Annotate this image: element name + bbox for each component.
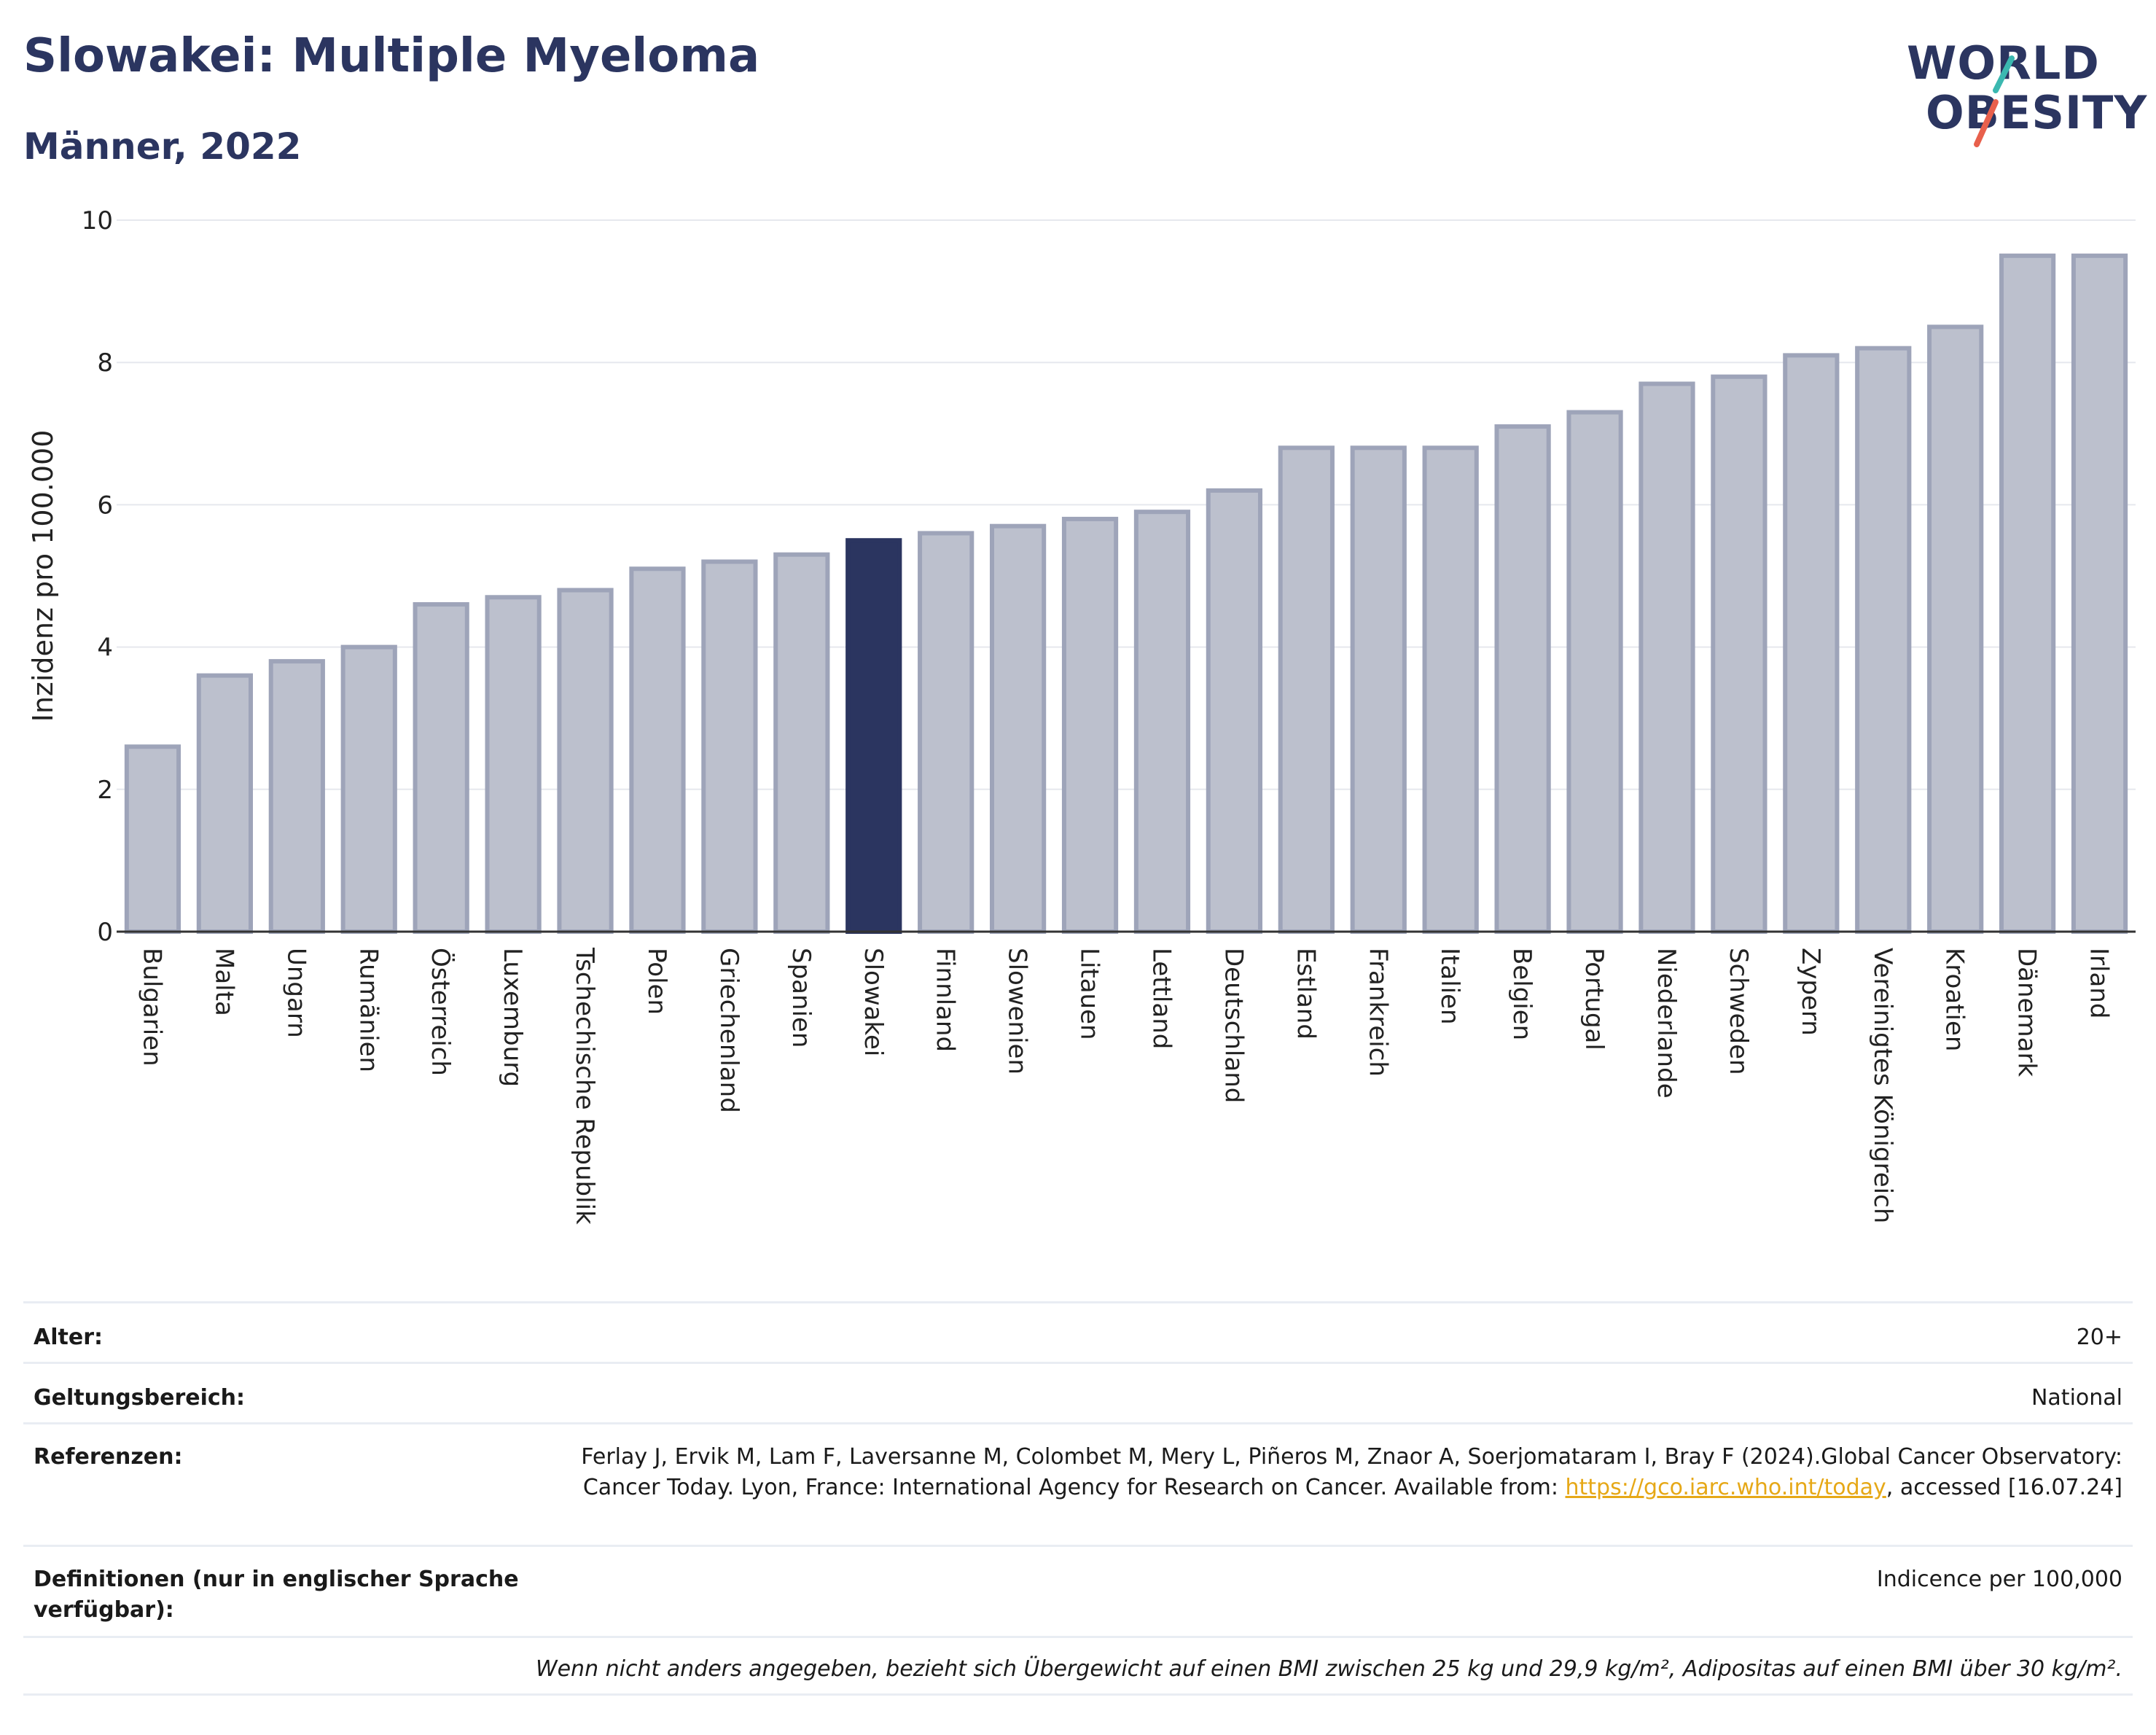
bar <box>1927 324 1984 934</box>
info-table: Alter: 20+ Geltungsbereich: National Ref… <box>23 1301 2133 1696</box>
x-tick-label: Portugal <box>1579 948 1609 1050</box>
x-tick-label: Bulgarien <box>137 948 166 1067</box>
x-tick-label: Österreich <box>426 948 456 1076</box>
scope-value: National <box>2031 1385 2122 1411</box>
references-value: Ferlay J, Ervik M, Lam F, Laversanne M, … <box>577 1442 2122 1545</box>
bar-chart: 0 2 4 6 8 10 Inzidenz pro 100.000 Bulgarien Malt… <box>27 206 2136 1225</box>
references-link[interactable]: https://gco.iarc.who.int/today <box>1565 1475 1886 1500</box>
bar <box>629 566 686 934</box>
chart-subtitle: Männer, 2022 <box>23 125 302 168</box>
x-tick-label: Zypern <box>1796 948 1825 1036</box>
x-tick-label: Polen <box>642 948 671 1015</box>
y-tick-label: 6 <box>97 491 113 520</box>
x-tick-label: Litauen <box>1075 948 1104 1040</box>
x-tick-label: Estland <box>1291 948 1320 1040</box>
logo-slash-icon <box>1974 55 2015 147</box>
x-tick-label: Luxemburg <box>498 948 527 1087</box>
chart-title: Slowakei: Multiple Myeloma <box>23 29 760 83</box>
bar <box>1855 346 1912 934</box>
bmi-note: Wenn nicht anders angegeben, bezieht sic… <box>535 1656 2122 1682</box>
bar <box>1783 353 1840 934</box>
bar <box>485 595 542 935</box>
x-tick-label: Slowenien <box>1003 948 1032 1075</box>
x-tick-label: Tschechische Republik <box>570 947 599 1225</box>
bar <box>701 559 758 934</box>
bar <box>845 538 902 934</box>
info-row-references: Referenzen: Ferlay J, Ervik M, Lam F, La… <box>23 1422 2133 1545</box>
references-accessed: , accessed [16.07.24] <box>1886 1475 2122 1500</box>
age-value: 20+ <box>2076 1325 2122 1350</box>
info-row-note: Wenn nicht anders angegeben, bezieht sic… <box>23 1636 2133 1696</box>
bar <box>918 531 975 934</box>
bar <box>1999 253 2056 935</box>
definitions-value: Indicence per 100,000 <box>1876 1567 2122 1592</box>
bar <box>1566 410 1623 934</box>
world-obesity-logo: WORLD OBESITY <box>1902 36 2147 153</box>
x-tick-label: Malta <box>209 948 238 1016</box>
x-tick-label: Finnland <box>931 948 960 1052</box>
x-tick-label: Vereinigtes Königreich <box>1868 948 1897 1223</box>
y-tick-label: 4 <box>97 633 113 663</box>
x-tick-label: Belgien <box>1507 948 1536 1040</box>
age-label: Alter: <box>34 1325 103 1350</box>
bar <box>1639 381 1695 935</box>
x-tick-label: Dänemark <box>2012 948 2042 1077</box>
bar <box>1278 445 1335 934</box>
x-tick-label: Niederlande <box>1652 948 1681 1099</box>
x-tick-label: Ungarn <box>281 948 310 1038</box>
x-tick-label: Frankreich <box>1363 948 1392 1077</box>
bar <box>989 523 1047 934</box>
y-axis-label: Inzidenz pro 100.000 <box>27 430 59 722</box>
y-tick-label: 0 <box>97 918 113 947</box>
bar <box>1350 445 1407 934</box>
bar <box>2071 253 2128 935</box>
y-tick-label: 8 <box>97 348 113 378</box>
bar <box>1206 488 1263 934</box>
bar <box>1494 424 1551 935</box>
bar <box>1133 510 1191 935</box>
references-label: Referenzen: <box>34 1444 183 1470</box>
bar <box>196 673 254 934</box>
bar <box>1422 445 1479 934</box>
info-row-definitions: Definitionen (nur in englischer Sprache … <box>23 1545 2133 1636</box>
x-tick-label: Rumänien <box>354 948 383 1072</box>
y-tick-label: 10 <box>82 206 113 235</box>
logo-line-2: OBESITY <box>1926 86 2148 139</box>
x-tick-label: Italien <box>1435 948 1464 1025</box>
x-tick-label: Kroatien <box>1940 948 1969 1051</box>
scope-label: Geltungsbereich: <box>34 1385 246 1411</box>
bar <box>413 602 469 934</box>
bar <box>557 588 614 935</box>
x-tick-label: Slowakei <box>859 948 888 1056</box>
y-tick-label: 2 <box>97 776 113 805</box>
info-row-scope: Geltungsbereich: National <box>23 1362 2133 1422</box>
x-tick-label: Deutschland <box>1219 948 1248 1103</box>
x-tick-label: Griechenland <box>714 948 743 1113</box>
x-tick-label: Irland <box>2085 948 2114 1018</box>
bar <box>1061 516 1119 935</box>
bar <box>268 659 325 934</box>
x-tick-label: Schweden <box>1724 948 1753 1075</box>
info-row-age: Alter: 20+ <box>23 1301 2133 1362</box>
x-tick-label: Lettland <box>1147 948 1176 1049</box>
x-tick-label: Spanien <box>786 948 816 1048</box>
bar <box>124 744 181 934</box>
bar <box>773 552 830 935</box>
bar <box>1711 374 1768 935</box>
references-text: Ferlay J, Ervik M, Lam F, Laversanne M, … <box>581 1444 2122 1500</box>
bar <box>340 644 397 934</box>
definitions-label: Definitionen (nur in englischer Sprache … <box>34 1567 519 1623</box>
